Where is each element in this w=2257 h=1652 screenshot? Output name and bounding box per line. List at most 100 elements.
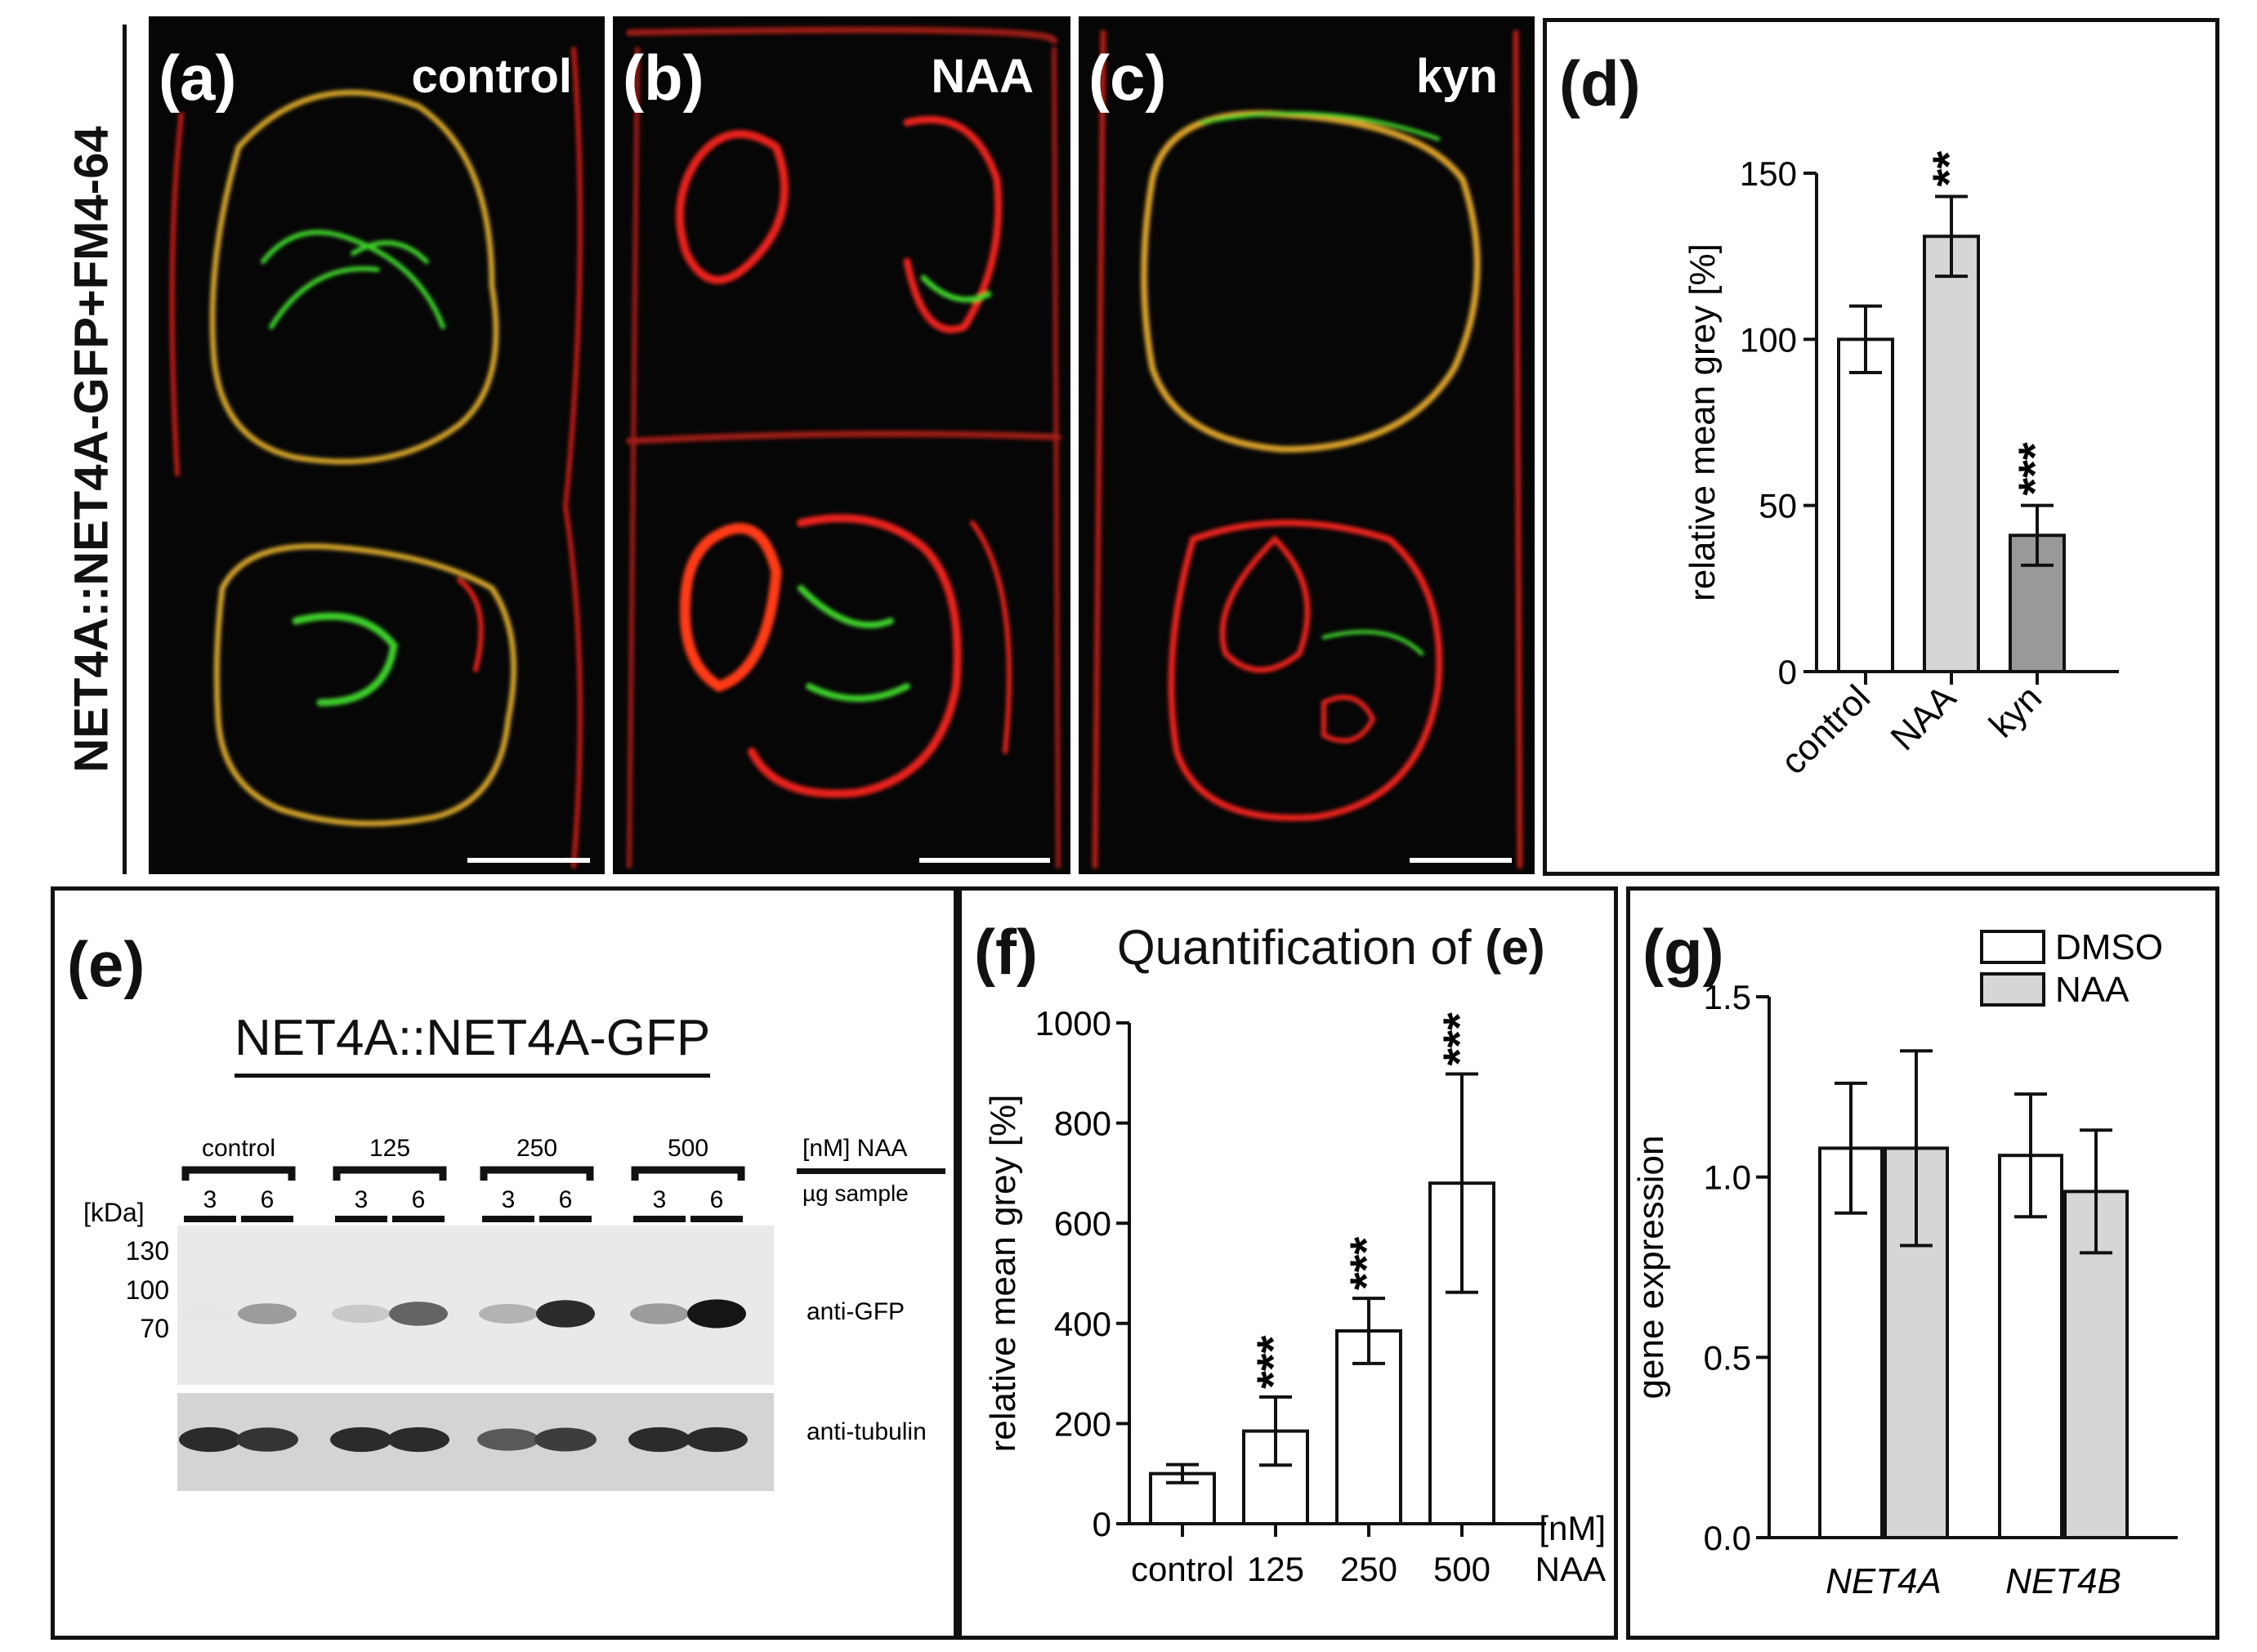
blot-group-bracket bbox=[181, 1166, 296, 1181]
f-y-tick-label: 200 bbox=[1054, 1404, 1111, 1443]
blot-marker-70: 70 bbox=[140, 1314, 169, 1343]
f-x-tick-label-500: 500 bbox=[1433, 1550, 1491, 1588]
g-legend-swatch-DMSO bbox=[1980, 930, 2045, 964]
blot-marker-100: 100 bbox=[126, 1275, 169, 1305]
panel-letter-d: (d) bbox=[1559, 47, 1641, 119]
blot-group-label-125: 125 bbox=[369, 1135, 410, 1162]
blot-lane-marker bbox=[241, 1216, 293, 1222]
micrograph-control: (a) control bbox=[149, 16, 605, 874]
g-x-tick-label-NET4B: NET4B bbox=[2005, 1561, 2121, 1601]
blot-tubulin-band bbox=[477, 1428, 539, 1451]
f-x-tick-label-125: 125 bbox=[1247, 1550, 1304, 1588]
f-y-tick-label: 400 bbox=[1054, 1305, 1111, 1343]
blot-gfp-band bbox=[630, 1303, 689, 1324]
g-y-tick-label: 0.5 bbox=[1704, 1338, 1751, 1377]
blot-tubulin-band bbox=[330, 1427, 392, 1453]
blot-load-label: 6 bbox=[261, 1186, 275, 1213]
g-y-axis-label: gene expression bbox=[1631, 1136, 1671, 1400]
f-y-axis-label: relative mean grey [%] bbox=[983, 1095, 1023, 1453]
blot-gfp-band bbox=[238, 1303, 297, 1324]
blot-tubulin-band bbox=[686, 1427, 748, 1453]
g-legend-label-NAA: NAA bbox=[2055, 970, 2130, 1010]
f-significance-250: *** bbox=[1340, 1237, 1392, 1291]
blot-lane-marker bbox=[482, 1216, 534, 1222]
panel-letter-g: (g) bbox=[1642, 916, 1724, 988]
blot-gfp-band bbox=[332, 1304, 391, 1324]
blot-group-bracket bbox=[480, 1166, 594, 1181]
blot-lane-marker bbox=[184, 1216, 236, 1222]
panel-letter-f: (f) bbox=[974, 916, 1038, 988]
blot-group-label-250: 250 bbox=[516, 1135, 557, 1162]
blot-tubulin-band bbox=[387, 1427, 449, 1453]
blot-header-rule bbox=[797, 1168, 945, 1174]
panel-e: (e) NET4A::NET4A-GFP control 125 250 500 3 6 3… bbox=[51, 886, 958, 1640]
blot-gfp-band bbox=[479, 1304, 538, 1324]
f-x-tick-label-250: 250 bbox=[1340, 1550, 1397, 1588]
blot-load-label: 6 bbox=[412, 1186, 426, 1213]
d-x-tick-label-control: control bbox=[1773, 677, 1878, 782]
f-significance-500: *** bbox=[1433, 1012, 1485, 1066]
blot-lane-marker bbox=[539, 1216, 592, 1222]
blot-gfp-band bbox=[536, 1300, 595, 1328]
f-y-tick-label: 800 bbox=[1054, 1105, 1111, 1143]
blot-header-sample: µg sample bbox=[802, 1181, 909, 1206]
g-y-tick-label: 0.0 bbox=[1704, 1519, 1751, 1557]
blot-kda-label: [kDa] bbox=[83, 1198, 145, 1227]
blot-tubulin-band bbox=[628, 1427, 691, 1453]
d-x-tick-label-NAA: NAA bbox=[1883, 677, 1964, 758]
blot-gfp-band bbox=[181, 1305, 239, 1323]
d-y-tick-label: 100 bbox=[1740, 320, 1797, 359]
panel-letter-c: (c) bbox=[1088, 42, 1167, 114]
blot-tubulin-band bbox=[534, 1427, 597, 1452]
blot-tubulin-band bbox=[179, 1427, 241, 1453]
blot-lane-marker bbox=[633, 1216, 686, 1222]
g-y-tick-label: 1.5 bbox=[1704, 978, 1751, 1016]
blot-load-label: 6 bbox=[710, 1186, 724, 1213]
d-y-axis-label: relative mean grey [%] bbox=[1683, 243, 1723, 601]
blot-group-label-500: 500 bbox=[668, 1135, 708, 1162]
d-significance-kyn: *** bbox=[2009, 442, 2060, 496]
panel-d: (d) 0 50 100 150 relative mean grey [%] contr… bbox=[1543, 18, 2219, 876]
blot-row-label-gfp: anti-GFP bbox=[807, 1298, 905, 1325]
f-significance-125: *** bbox=[1247, 1335, 1298, 1389]
blot-group-bracket bbox=[333, 1166, 447, 1181]
chart-d: 0 50 100 150 relative mean grey [%] control NA… bbox=[1683, 151, 2119, 782]
condition-label-naa: NAA bbox=[931, 50, 1034, 103]
blot-title: NET4A::NET4A-GFP bbox=[235, 1009, 711, 1078]
blot-gfp-band bbox=[687, 1299, 746, 1328]
d-y-tick-label: 0 bbox=[1778, 653, 1797, 691]
blot-group-label-control: control bbox=[202, 1135, 275, 1162]
f-x-tick-label-control: control bbox=[1131, 1550, 1234, 1588]
panel-letter-b: (b) bbox=[623, 42, 704, 114]
blot-marker-130: 130 bbox=[126, 1236, 169, 1266]
condition-label-control: control bbox=[411, 50, 572, 103]
g-legend-label-DMSO: DMSO bbox=[2055, 927, 2163, 967]
blot-tubulin-band bbox=[236, 1427, 298, 1452]
blot-load-label: 3 bbox=[355, 1186, 369, 1213]
blot-load-label: 6 bbox=[559, 1186, 573, 1213]
blot-load-label: 3 bbox=[653, 1186, 667, 1213]
condition-label-kyn: kyn bbox=[1416, 50, 1498, 103]
panel-g: (g) 0.0 0.5 1.0 1.5 gene expression NET4A NET4… bbox=[1626, 886, 2219, 1640]
d-bar-control bbox=[1837, 337, 1894, 673]
blot-row-label-tubulin: anti-tubulin bbox=[807, 1418, 927, 1445]
f-y-tick-label: 0 bbox=[1093, 1505, 1111, 1543]
panel-f-title: Quantification of (e) bbox=[1117, 920, 1545, 975]
blot-group-bracket bbox=[631, 1166, 745, 1181]
g-x-tick-label-NET4A: NET4A bbox=[1826, 1561, 1942, 1601]
f-y-tick-label: 1000 bbox=[1035, 1004, 1111, 1043]
f-x-unit-bottom: NAA bbox=[1535, 1550, 1606, 1588]
blot-header-conc: [nM] NAA bbox=[802, 1135, 907, 1162]
f-y-tick-label: 600 bbox=[1054, 1204, 1111, 1243]
panel-letter-a: (a) bbox=[159, 42, 237, 114]
panel-letter-e: (e) bbox=[67, 928, 145, 1000]
g-bar-NET4B-DMSO bbox=[1998, 1154, 2063, 1539]
d-y-tick-label: 50 bbox=[1759, 487, 1797, 525]
d-bar-NAA bbox=[1923, 234, 1980, 673]
d-significance-NAA: ** bbox=[1923, 151, 1974, 187]
chart-g: 0.0 0.5 1.0 1.5 gene expression NET4A NET4B DMS… bbox=[1631, 927, 2178, 1601]
blot-load-label: 3 bbox=[502, 1186, 516, 1213]
f-x-unit-top: [nM] bbox=[1539, 1509, 1606, 1547]
micrograph-naa: (b) NAA bbox=[613, 16, 1070, 874]
